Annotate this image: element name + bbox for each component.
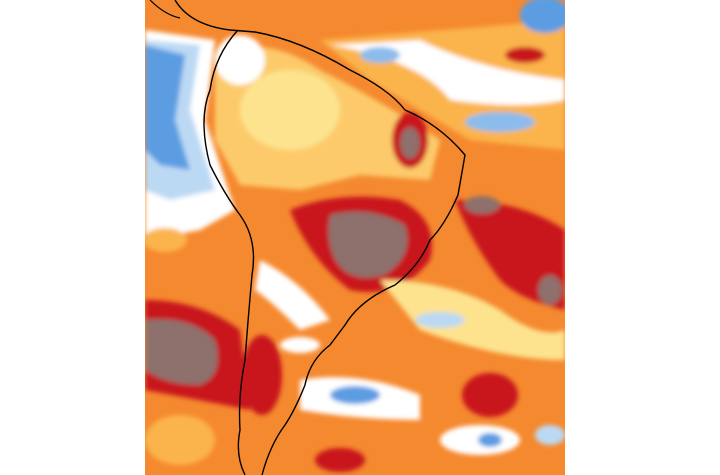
coastline (174, 0, 466, 475)
warm-area (145, 415, 215, 465)
cool-area (535, 425, 565, 445)
anomaly-field (145, 0, 565, 475)
coastline (203, 29, 255, 475)
extreme-area (538, 275, 562, 305)
cold-area (145, 45, 190, 170)
cool-area (465, 112, 535, 132)
neutral-area (255, 260, 330, 330)
extreme-area (145, 319, 218, 385)
mild-area (240, 70, 340, 150)
hot-area (462, 373, 518, 417)
cold-area (478, 433, 502, 447)
neutral-area (280, 337, 320, 353)
extreme-area (400, 127, 420, 159)
warm-area (145, 228, 187, 252)
mild-area (380, 280, 565, 360)
cool-area (415, 312, 465, 328)
extreme-area (328, 211, 408, 278)
cold-area (330, 386, 380, 404)
hot-area (505, 47, 545, 63)
extreme-area (464, 196, 500, 214)
hot-area (455, 200, 565, 310)
cool-area (360, 47, 400, 63)
neutral-area (215, 35, 265, 85)
hot-area (242, 335, 282, 415)
hot-area (315, 448, 365, 472)
cold-area (520, 0, 565, 33)
coastline (149, 0, 181, 19)
